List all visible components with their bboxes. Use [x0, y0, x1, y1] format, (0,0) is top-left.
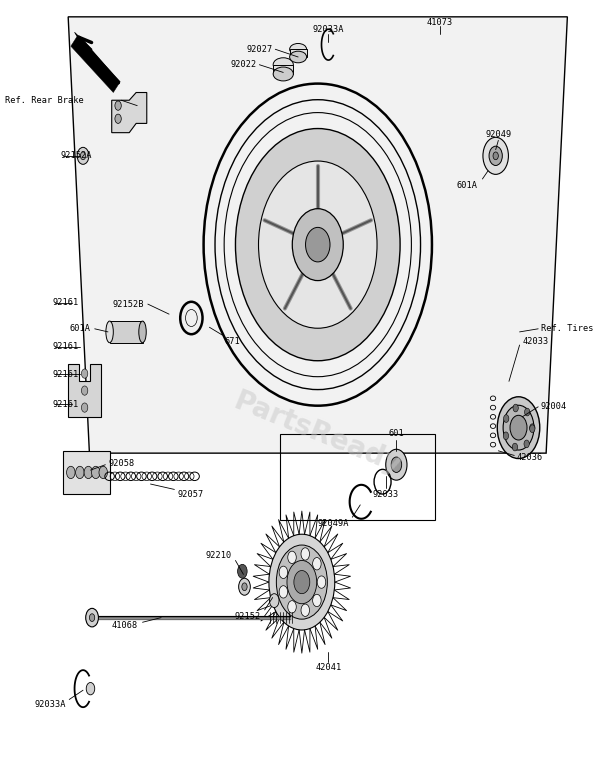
Circle shape	[287, 560, 317, 604]
Text: 92033: 92033	[373, 490, 399, 498]
Circle shape	[82, 403, 88, 412]
Text: 92027: 92027	[247, 45, 272, 53]
Circle shape	[76, 467, 84, 479]
Polygon shape	[68, 17, 568, 453]
Text: 92033A: 92033A	[313, 26, 344, 34]
Ellipse shape	[386, 449, 407, 480]
Ellipse shape	[489, 146, 502, 166]
Ellipse shape	[497, 397, 540, 459]
Polygon shape	[63, 451, 110, 494]
Text: PartsReady: PartsReady	[230, 388, 406, 480]
Circle shape	[84, 467, 92, 479]
Ellipse shape	[235, 129, 400, 360]
Circle shape	[82, 386, 88, 395]
Text: 92161: 92161	[52, 400, 79, 409]
Ellipse shape	[391, 457, 401, 473]
Text: 92161: 92161	[52, 298, 79, 307]
Circle shape	[67, 467, 75, 479]
Text: 92049: 92049	[485, 129, 511, 139]
Circle shape	[238, 564, 247, 578]
Polygon shape	[68, 364, 101, 417]
Circle shape	[294, 570, 310, 594]
Text: Ref. Tires: Ref. Tires	[541, 324, 593, 333]
Text: 41073: 41073	[427, 18, 453, 27]
Polygon shape	[112, 92, 147, 133]
Ellipse shape	[493, 152, 499, 160]
Text: 92210: 92210	[205, 551, 232, 560]
Ellipse shape	[86, 608, 98, 627]
Ellipse shape	[185, 309, 197, 326]
Ellipse shape	[503, 405, 534, 450]
Polygon shape	[74, 33, 92, 55]
Circle shape	[503, 415, 509, 422]
Circle shape	[503, 432, 509, 439]
Ellipse shape	[77, 147, 89, 164]
Text: 92022: 92022	[230, 60, 257, 69]
Ellipse shape	[290, 51, 307, 63]
Circle shape	[288, 551, 296, 563]
Circle shape	[279, 567, 287, 578]
Ellipse shape	[89, 614, 95, 622]
Text: 92057: 92057	[177, 490, 203, 498]
Circle shape	[115, 114, 121, 123]
Text: 601A: 601A	[456, 181, 477, 190]
Ellipse shape	[80, 152, 86, 160]
Circle shape	[269, 534, 335, 630]
Circle shape	[513, 404, 518, 412]
Text: 41068: 41068	[112, 621, 138, 630]
Ellipse shape	[239, 578, 250, 595]
Circle shape	[92, 467, 100, 479]
Text: 42033: 42033	[522, 336, 548, 346]
Text: Ref. Rear Brake: Ref. Rear Brake	[5, 96, 84, 105]
Text: 92161: 92161	[52, 370, 79, 379]
Ellipse shape	[269, 594, 279, 608]
Bar	[273, 64, 293, 74]
Text: 92152B: 92152B	[112, 300, 143, 308]
Circle shape	[115, 101, 121, 110]
Ellipse shape	[242, 583, 247, 591]
Text: 42036: 42036	[517, 453, 543, 461]
Ellipse shape	[259, 161, 377, 329]
Circle shape	[301, 548, 310, 560]
Polygon shape	[71, 36, 120, 92]
Circle shape	[99, 467, 107, 479]
Ellipse shape	[483, 137, 508, 174]
Circle shape	[524, 440, 529, 448]
Text: 671: 671	[225, 336, 241, 346]
Circle shape	[313, 557, 321, 570]
Text: 92004: 92004	[541, 402, 567, 412]
Text: 92033A: 92033A	[34, 701, 65, 709]
Text: 92049A: 92049A	[317, 519, 349, 528]
Text: 92152A: 92152A	[60, 151, 92, 160]
Ellipse shape	[106, 321, 113, 343]
Circle shape	[530, 424, 535, 432]
Bar	[110, 321, 143, 343]
Bar	[290, 50, 307, 57]
Ellipse shape	[290, 43, 307, 55]
Circle shape	[530, 425, 535, 432]
Text: 601A: 601A	[70, 324, 91, 333]
Circle shape	[277, 545, 328, 619]
Text: 92161: 92161	[52, 342, 79, 351]
Circle shape	[313, 594, 321, 607]
Ellipse shape	[273, 67, 293, 81]
Circle shape	[512, 443, 518, 451]
Circle shape	[288, 601, 296, 613]
Text: 92152: 92152	[234, 611, 260, 621]
Ellipse shape	[180, 301, 203, 334]
Text: 601: 601	[388, 429, 404, 439]
Ellipse shape	[139, 321, 146, 343]
Ellipse shape	[292, 208, 343, 281]
Circle shape	[82, 369, 88, 378]
Circle shape	[317, 576, 326, 588]
Circle shape	[301, 604, 310, 616]
Ellipse shape	[273, 58, 293, 71]
Text: 92058: 92058	[108, 459, 134, 467]
Circle shape	[86, 683, 95, 695]
Ellipse shape	[510, 415, 527, 440]
Circle shape	[279, 586, 287, 598]
Ellipse shape	[305, 227, 330, 262]
Text: 42041: 42041	[315, 663, 341, 673]
Circle shape	[524, 408, 530, 416]
